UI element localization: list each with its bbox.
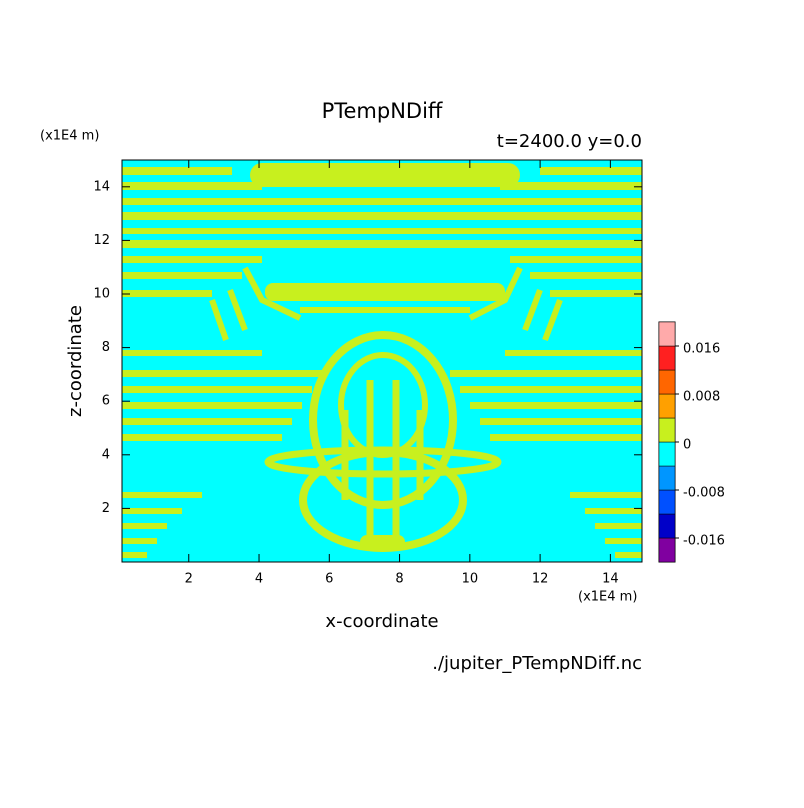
x-tick-label: 14 <box>602 572 619 587</box>
chart-title: PTempNDiff <box>322 99 443 123</box>
colorbar-band <box>658 465 676 491</box>
colorbar-tick-label: 0.008 <box>683 390 720 405</box>
y-axis-label: z-coordinate <box>65 305 86 417</box>
y-tick-label: 4 <box>102 447 110 462</box>
y-tick-label: 2 <box>102 501 110 516</box>
colorbar-band <box>658 345 676 371</box>
colorbar-band <box>658 441 676 467</box>
y-tick-label: 6 <box>102 394 110 409</box>
plot-frame <box>121 159 643 563</box>
colorbar-tick-label: 0.016 <box>683 342 720 357</box>
colorbar-tick-label: -0.008 <box>683 486 725 501</box>
subtitle: t=2400.0 y=0.0 <box>497 131 642 152</box>
source-label: ./jupiter_PTempNDiff.nc <box>432 653 642 674</box>
y-unit: (x1E4 m) <box>40 129 99 144</box>
x-tick-label: 6 <box>325 572 333 587</box>
colorbar-band <box>658 393 676 419</box>
colorbar-band <box>658 417 676 443</box>
y-tick-label: 10 <box>93 287 110 302</box>
y-tick-label: 14 <box>93 179 110 194</box>
colorbar-band <box>658 369 676 395</box>
x-tick-label: 2 <box>185 572 193 587</box>
x-tick-label: 10 <box>462 572 479 587</box>
colorbar-band <box>658 321 676 347</box>
contour-field <box>122 160 642 562</box>
x-tick-label: 4 <box>255 572 263 587</box>
y-tick-label: 12 <box>93 233 110 248</box>
x-tick-label: 12 <box>532 572 549 587</box>
x-axis-label: x-coordinate <box>325 611 438 632</box>
x-unit: (x1E4 m) <box>578 590 637 605</box>
colorbar-band <box>658 513 676 539</box>
y-tick-label: 8 <box>102 340 110 355</box>
colorbar-band <box>658 489 676 515</box>
x-tick-label: 8 <box>395 572 403 587</box>
colorbar-tick-label: -0.016 <box>683 534 725 549</box>
colorbar-tick-label: 0 <box>683 438 691 453</box>
colorbar-band <box>658 537 676 563</box>
